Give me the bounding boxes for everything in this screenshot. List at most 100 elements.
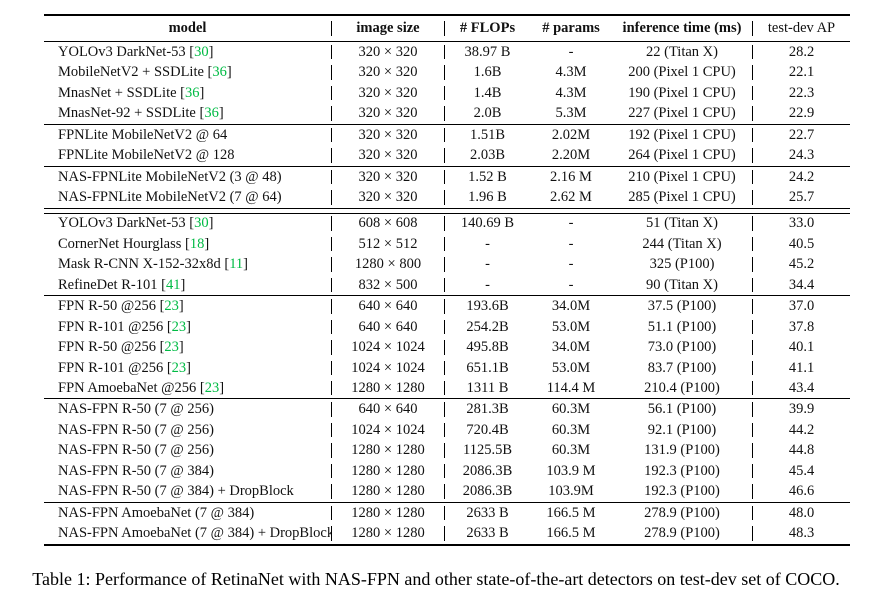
cell-size: 320 × 320 — [332, 169, 445, 185]
cell-params: 34.0M — [551, 340, 591, 355]
cell-params: 4.3M — [555, 65, 587, 80]
cell-inference: 190 (Pixel 1 CPU) — [612, 85, 753, 101]
table-row: NAS-FPNLite MobileNetV2 (7 @ 64) 320 × 32… — [44, 187, 850, 207]
citation-link[interactable]: 36 — [185, 85, 200, 101]
cell-size: 320 × 320 — [332, 190, 445, 205]
table-row: FPN R-50 @256 [23] 1024 × 1024 495.8B 34.0M… — [44, 337, 850, 357]
cell-inference: 244 (Titan X) — [612, 236, 753, 252]
cell-ap: 33.0 — [788, 216, 815, 231]
cell-params: 2.02M — [551, 127, 591, 143]
citation-link[interactable]: 23 — [164, 299, 179, 314]
cell-model: YOLOv3 DarkNet-53 [30] — [44, 44, 332, 60]
cell-model: FPNLite MobileNetV2 @ 128 — [44, 148, 332, 163]
cell-flops: 495.8B — [466, 340, 509, 355]
citation-link[interactable]: 23 — [171, 319, 187, 335]
cell-params: - — [568, 216, 574, 231]
citation-link[interactable]: 41 — [165, 277, 181, 293]
citation-link[interactable]: 36 — [212, 65, 227, 80]
cell-size: 1024 × 1024 — [332, 340, 445, 355]
cell-flops: 1.52 B — [468, 169, 507, 185]
cell-model: RefineDet R-101 [41] — [44, 277, 332, 293]
cell-model: MnasNet-92 + SSDLite [36] — [44, 106, 332, 121]
cell-model: MnasNet + SSDLite [36] — [44, 85, 332, 101]
cell-flops: 140.69 B — [460, 216, 515, 231]
cell-size: 320 × 320 — [332, 65, 445, 80]
cell-flops: 1.51B — [469, 127, 506, 143]
table-row: MobileNetV2 + SSDLite [36] 320 × 320 1.6B 4… — [44, 62, 850, 82]
cell-flops: 254.2B — [466, 319, 509, 335]
cell-size: 320 × 320 — [332, 148, 445, 163]
cell-size: 608 × 608 — [332, 216, 445, 231]
citation-link[interactable]: 23 — [164, 340, 179, 355]
table-row: YOLOv3 DarkNet-53 [30] 608 × 608 140.69 B -… — [44, 214, 850, 234]
citation-link[interactable]: 30 — [194, 44, 209, 60]
table-row: YOLOv3 DarkNet-53 [30] 320 × 320 38.97 B - 2… — [44, 42, 850, 62]
cell-flops: - — [485, 277, 490, 293]
cell-params: - — [568, 277, 574, 293]
cell-inference: 56.1 (P100) — [612, 402, 753, 417]
table-group: NAS-FPN AmoebaNet (7 @ 384) 1280 × 1280 26… — [44, 503, 850, 544]
cell-ap: 46.6 — [788, 484, 815, 499]
cell-inference: 200 (Pixel 1 CPU) — [612, 65, 753, 80]
citation-link[interactable]: 23 — [171, 360, 187, 376]
rule-separator — [44, 501, 850, 503]
cell-ap: 25.7 — [788, 190, 815, 205]
cell-model: MobileNetV2 + SSDLite [36] — [44, 65, 332, 80]
table-row: FPNLite MobileNetV2 @ 128 320 × 320 2.03B 2… — [44, 145, 850, 165]
citation-link[interactable]: 30 — [194, 216, 209, 231]
cell-params: - — [568, 44, 574, 60]
cell-ap: 48.0 — [788, 505, 815, 521]
rule-separator — [44, 165, 850, 167]
cell-ap: 22.9 — [788, 106, 815, 121]
cell-ap: 24.2 — [788, 169, 815, 185]
cell-inference: 51 (Titan X) — [612, 216, 753, 231]
cell-params: 4.3M — [555, 85, 587, 101]
cell-params: 60.3M — [551, 443, 591, 458]
cell-model: FPNLite MobileNetV2 @ 64 — [44, 127, 332, 143]
table-body: YOLOv3 DarkNet-53 [30] 320 × 320 38.97 B-2… — [44, 42, 850, 544]
cell-size: 1280 × 1280 — [332, 505, 445, 521]
cell-size: 832 × 500 — [332, 277, 445, 293]
cell-inference: 325 (P100) — [612, 257, 753, 272]
cell-ap: 39.9 — [788, 402, 815, 417]
cell-inference: 210 (Pixel 1 CPU) — [612, 169, 753, 185]
citation-link[interactable]: 23 — [204, 380, 220, 396]
cell-inference: 92.1 (P100) — [612, 422, 753, 438]
column-header-params: # params — [542, 21, 600, 36]
cell-inference: 37.5 (P100) — [612, 299, 753, 314]
cell-ap: 22.7 — [788, 127, 815, 143]
cell-inference: 83.7 (P100) — [612, 360, 753, 376]
cell-inference: 192.3 (P100) — [612, 463, 753, 479]
cell-inference: 278.9 (P100) — [612, 505, 753, 521]
cell-model: CornerNet Hourglass [18] — [44, 236, 332, 252]
cell-model: NAS-FPNLite MobileNetV2 (3 @ 48) — [44, 169, 332, 185]
cell-flops: 193.6B — [466, 299, 509, 314]
cell-params: 60.3M — [551, 402, 591, 417]
citation-link[interactable]: 18 — [189, 236, 205, 252]
cell-ap: 37.0 — [788, 299, 815, 314]
cell-ap: 37.8 — [788, 319, 815, 335]
cell-params: 103.9 M — [546, 463, 596, 479]
cell-ap: 44.8 — [788, 443, 815, 458]
cell-params: 2.20M — [551, 148, 591, 163]
rule-separator — [44, 123, 850, 125]
cell-inference: 73.0 (P100) — [612, 340, 753, 355]
cell-ap: 41.1 — [788, 360, 815, 376]
cell-flops: 2.03B — [469, 148, 506, 163]
cell-flops: 281.3B — [466, 402, 509, 417]
table-group: FPN R-50 @256 [23] 640 × 640 193.6B 34.0M 37… — [44, 296, 850, 398]
rule-separator — [44, 398, 850, 400]
cell-flops: 1125.5B — [462, 443, 512, 458]
column-header-flops: # FLOPs — [459, 21, 516, 36]
citation-link[interactable]: 36 — [204, 106, 219, 121]
cell-model: NAS-FPNLite MobileNetV2 (7 @ 64) — [44, 190, 332, 205]
cell-flops: 1311 B — [466, 380, 509, 396]
cell-size: 1024 × 1024 — [332, 422, 445, 438]
table-row: NAS-FPN R-50 (7 @ 384) + DropBlock 1280 ×… — [44, 481, 850, 501]
cell-params: 53.0M — [551, 319, 591, 335]
cell-model: FPN R-50 @256 [23] — [44, 340, 332, 355]
cell-ap: 44.2 — [788, 422, 815, 438]
cell-flops: 720.4B — [466, 422, 509, 438]
table-row: Mask R-CNN X-152-32x8d [11] 1280 × 800 - - 3… — [44, 254, 850, 274]
citation-link[interactable]: 11 — [229, 257, 244, 272]
